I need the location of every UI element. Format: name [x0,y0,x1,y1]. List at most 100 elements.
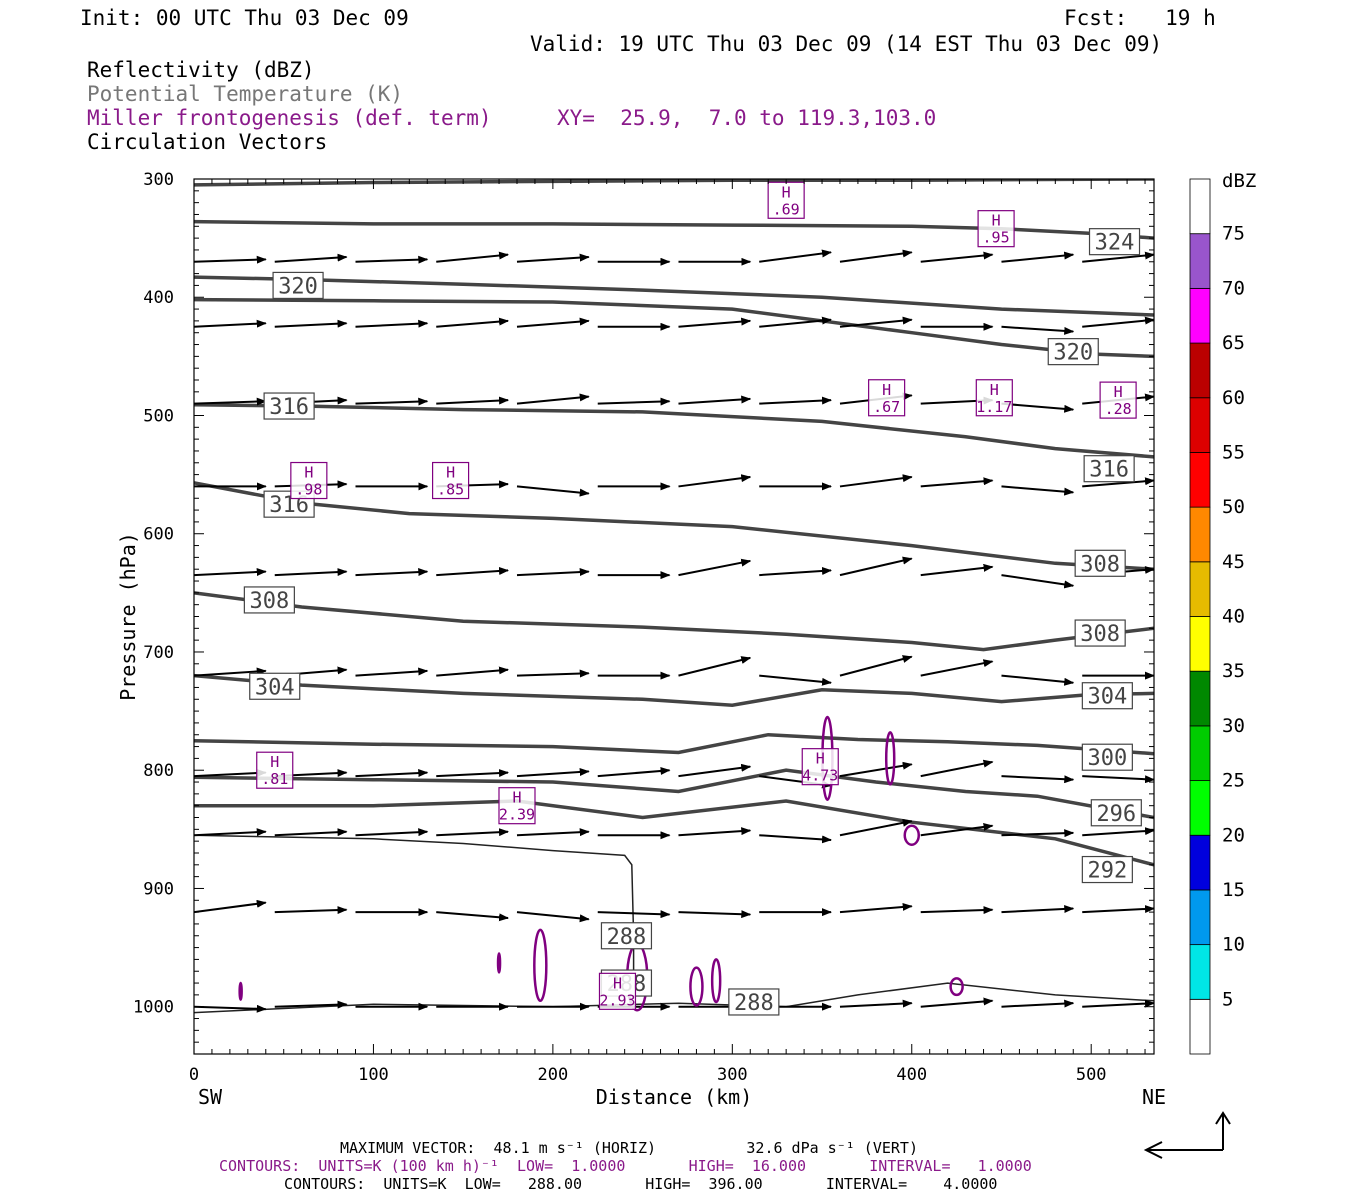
circulation-vector [1001,574,1075,589]
x-axis-title: Distance (km) [596,1085,753,1109]
fronto-max-h: H [512,789,521,807]
circulation-vector [1082,316,1154,328]
colorbar-swatch [1189,452,1211,508]
frontogenesis-contour [949,977,964,997]
x-tick-label: 300 [717,1065,748,1085]
circulation-vector [436,396,510,405]
fronto-max-value: 1.17 [976,398,1012,416]
circulation-vector [516,911,590,923]
circulation-vector [516,669,590,678]
x-tick-label: 100 [358,1065,389,1085]
theta-contour [194,591,1154,652]
circulation-vector [516,828,590,837]
fronto-max-value: 2.39 [499,806,535,824]
fronto-max-value: .85 [437,481,464,499]
circulation-vector [274,253,348,263]
colorbar-swatch [1189,561,1211,617]
colorbar-label: 45 [1222,551,1245,573]
circulation-vector [194,568,267,577]
theta-label: 324 [1095,231,1135,256]
circulation-vector [1001,905,1075,914]
theta-label-box [600,922,653,950]
circulation-vector [759,674,833,686]
circulation-vector [597,397,671,406]
circulation-vector [839,761,913,778]
circulation-vector [1001,251,1075,263]
circulation-vector [436,251,510,263]
x-tick-label: 0 [189,1065,199,1085]
forecast-hour: Fcst: 19 h [1064,6,1216,30]
circulation-vector [194,397,267,406]
theta-contour [194,673,1154,707]
theta-label-box [1083,455,1135,483]
y-tick-label: 800 [143,761,174,781]
colorbar-swatch [1189,725,1211,781]
theta-label: 300 [1087,746,1127,771]
colorbar-label: 65 [1222,332,1245,354]
theta-label: 308 [1080,622,1120,647]
circulation-vector [516,317,590,328]
sw-end-label: SW [198,1085,223,1109]
fronto-max-box [431,461,470,500]
theta-contour [194,732,1154,756]
fronto-max-h: H [816,750,825,768]
theta-contour [194,799,1154,867]
fronto-max-box [1099,381,1137,419]
circulation-vector [1001,402,1075,413]
fronto-max-h: H [782,183,791,201]
circulation-vector [839,999,913,1008]
circulation-vector [194,769,267,778]
theta-label: 296 [1096,802,1136,827]
colorbar-swatch [1189,287,1211,344]
colorbar-swatch [1189,780,1211,836]
circulation-vector [516,253,590,263]
colorbar-label: 70 [1222,277,1245,299]
circulation-vector [839,655,913,677]
circulation-vector [597,766,671,778]
fronto-max-box [598,972,637,1010]
circulation-vector [920,906,994,915]
circulation-vector [355,568,429,577]
y-tick-label: 300 [143,170,174,190]
circulation-vector [920,759,994,778]
colorbar-swatch [1189,616,1211,672]
circulation-vector [274,1000,348,1009]
circulation-vector [839,818,913,837]
fronto-max-value: .67 [873,398,900,416]
circulation-vector [597,910,671,919]
fronto-max-value: .28 [1105,400,1132,418]
theta-contour [194,481,1154,571]
field-frontogenesis: Miller frontogenesis (def. term) [87,106,492,130]
circulation-vector [1001,775,1075,784]
theta-label-box [728,988,780,1016]
circulation-vector [920,823,994,837]
fronto-contour-info: CONTOURS: UNITS=K (100 km h)⁻¹ LOW= 1.00… [219,1157,1032,1175]
theta-contour [194,275,1154,317]
circulation-vector [1082,251,1154,263]
circulation-vector [194,255,267,264]
theta-label-box [1081,743,1133,771]
circulation-vector [355,828,429,837]
y-axis-title: Pressure (hPa) [116,532,140,701]
circulation-vector [678,763,752,778]
theta-label: 304 [1087,685,1127,710]
fronto-max-value: 2.93 [599,991,635,1009]
colorbar-label: 40 [1222,606,1245,628]
theta-label: 288 [734,991,774,1016]
theta-label-box [1074,549,1126,577]
colorbar-label: 55 [1222,441,1245,463]
circulation-vector [516,393,590,405]
x-tick-label: 500 [1076,1065,1107,1085]
theta-label-box [1088,228,1141,256]
y-tick-label: 400 [143,288,174,308]
max-vector-note: MAXIMUM VECTOR: 48.1 m s⁻¹ (HORIZ) 32.6 … [340,1139,918,1157]
colorbar-swatch [1189,889,1211,946]
theta-label-box [1081,855,1133,884]
theta-label-box [1074,619,1126,647]
circulation-vector [355,319,429,328]
theta-contour [194,768,1154,820]
fronto-max-value: .69 [773,200,800,218]
colorbar-label: 10 [1222,934,1245,956]
circulation-vector [920,563,994,577]
theta-label-box [249,672,301,700]
